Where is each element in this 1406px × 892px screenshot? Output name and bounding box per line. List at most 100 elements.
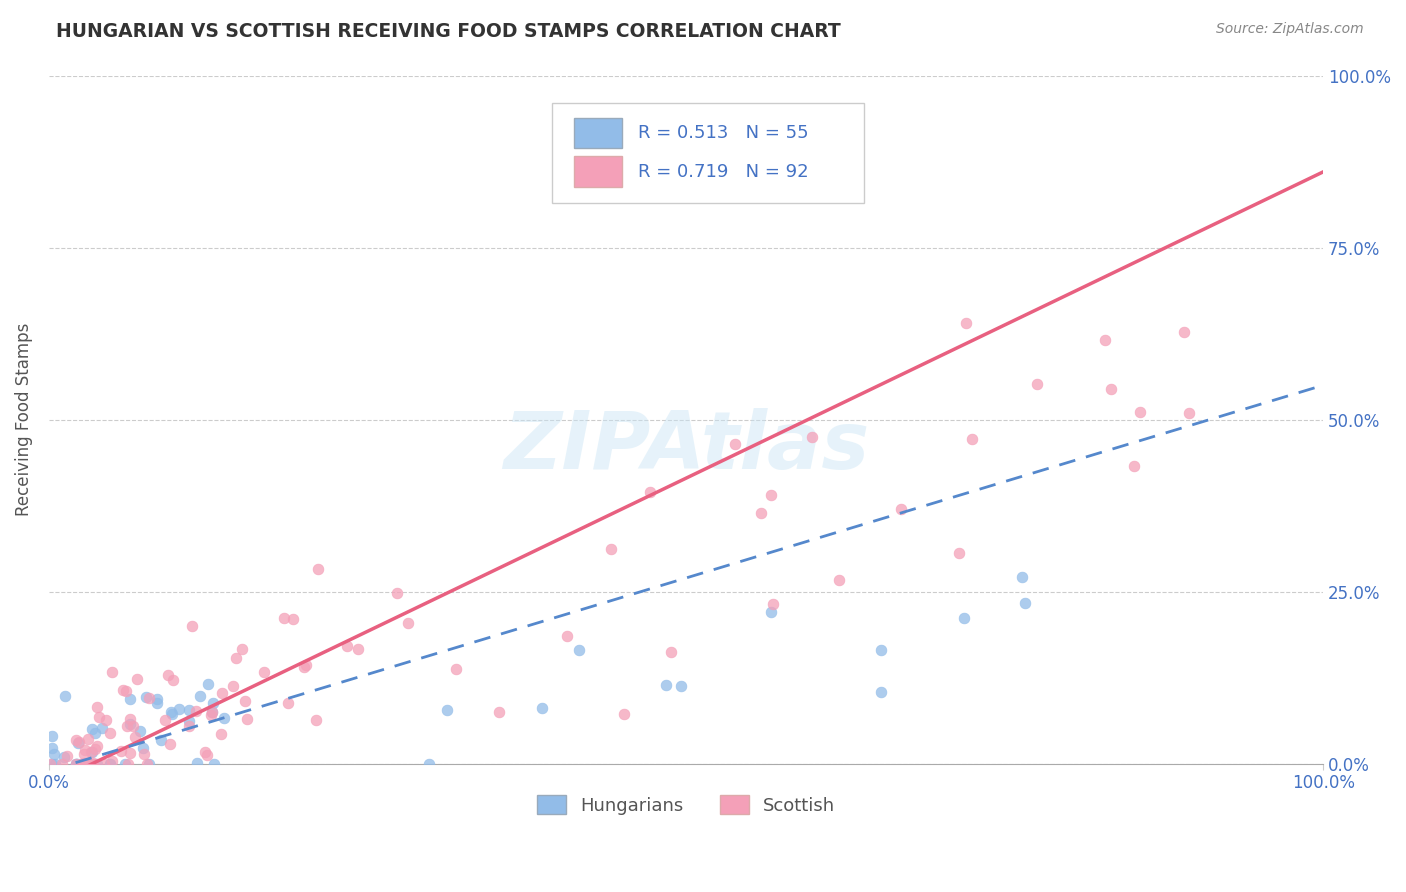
Point: [188, 689, 211, 703]
Point: [77, 732, 100, 747]
Point: [42, 747, 65, 761]
Point: [212, 711, 235, 725]
Text: HUNGARIAN VS SCOTTISH RECEIVING FOOD STAMPS CORRELATION CHART: HUNGARIAN VS SCOTTISH RECEIVING FOOD STA…: [56, 22, 841, 41]
Point: [65, 732, 87, 747]
Point: [277, 696, 299, 710]
Point: [100, 754, 122, 768]
Point: [84, 741, 107, 756]
Point: [197, 677, 219, 691]
Point: [202, 756, 225, 771]
Point: [110, 744, 132, 758]
Text: ZIPAtlas: ZIPAtlas: [503, 409, 869, 486]
Point: [294, 660, 316, 674]
Point: [70, 756, 93, 771]
Point: [53, 689, 76, 703]
Point: [418, 756, 440, 771]
Point: [82, 756, 104, 771]
Point: [56, 748, 79, 763]
Point: [117, 756, 139, 771]
Point: [38, 756, 60, 771]
Point: [762, 597, 785, 611]
Point: [225, 650, 247, 665]
Point: [135, 756, 157, 771]
Text: R = 0.719   N = 92: R = 0.719 N = 92: [638, 163, 808, 181]
Point: [202, 696, 225, 710]
Point: [184, 704, 207, 718]
Point: [195, 748, 218, 763]
Point: [65, 756, 87, 771]
Point: [436, 703, 458, 717]
Point: [568, 643, 591, 657]
Point: [953, 611, 976, 625]
Point: [1129, 405, 1152, 419]
Point: [72, 756, 94, 771]
Point: [761, 488, 783, 502]
Point: [396, 616, 419, 631]
FancyBboxPatch shape: [574, 118, 623, 148]
Point: [111, 682, 134, 697]
Point: [231, 641, 253, 656]
Point: [82, 722, 104, 736]
Point: [77, 756, 100, 771]
Point: [98, 756, 121, 771]
Point: [1026, 376, 1049, 391]
Point: [82, 756, 104, 771]
Point: [281, 612, 304, 626]
Point: [1014, 596, 1036, 610]
Point: [531, 701, 554, 715]
Point: [446, 662, 468, 676]
Point: [194, 745, 217, 759]
Point: [955, 316, 977, 330]
Point: [233, 694, 256, 708]
Point: [488, 705, 510, 719]
Point: [613, 706, 636, 721]
Point: [73, 756, 96, 771]
Point: [41, 740, 63, 755]
Point: [124, 731, 146, 745]
Point: [65, 756, 87, 771]
Point: [948, 546, 970, 560]
Point: [253, 665, 276, 679]
Point: [160, 705, 183, 719]
Point: [177, 703, 200, 717]
Point: [76, 756, 98, 771]
Point: [131, 741, 153, 756]
Point: [66, 736, 89, 750]
Point: [1011, 570, 1033, 584]
Text: Source: ZipAtlas.com: Source: ZipAtlas.com: [1216, 22, 1364, 37]
Point: [724, 437, 747, 451]
Point: [135, 690, 157, 704]
Point: [638, 485, 661, 500]
Point: [305, 713, 328, 727]
Point: [41, 756, 63, 771]
Point: [87, 709, 110, 723]
Point: [201, 705, 224, 719]
Point: [555, 629, 578, 643]
Point: [800, 430, 823, 444]
Point: [177, 714, 200, 729]
Point: [167, 702, 190, 716]
Point: [80, 745, 103, 759]
Point: [749, 506, 772, 520]
Point: [181, 619, 204, 633]
Point: [1122, 458, 1144, 473]
FancyBboxPatch shape: [553, 103, 865, 202]
Point: [236, 712, 259, 726]
Point: [138, 756, 160, 771]
Point: [114, 756, 136, 771]
Point: [82, 745, 104, 759]
Point: [101, 665, 124, 679]
Legend: Hungarians, Scottish: Hungarians, Scottish: [527, 786, 844, 823]
Point: [960, 432, 983, 446]
Point: [209, 727, 232, 741]
FancyBboxPatch shape: [574, 156, 623, 187]
Point: [155, 713, 177, 727]
Point: [162, 673, 184, 687]
Point: [273, 611, 295, 625]
Point: [52, 750, 75, 764]
Point: [120, 691, 142, 706]
Point: [73, 747, 96, 761]
Point: [211, 686, 233, 700]
Point: [98, 756, 121, 771]
Point: [138, 691, 160, 706]
